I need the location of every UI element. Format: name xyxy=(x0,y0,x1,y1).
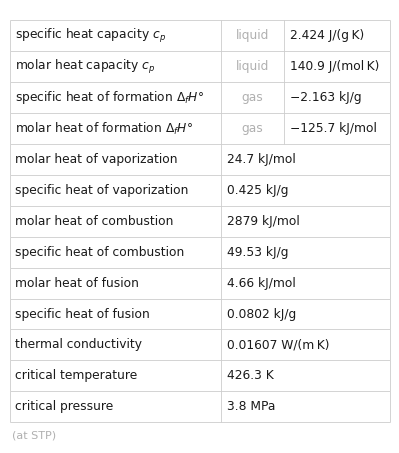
Text: molar heat of fusion: molar heat of fusion xyxy=(15,277,139,289)
Text: molar heat of combustion: molar heat of combustion xyxy=(15,215,174,228)
Text: 426.3 K: 426.3 K xyxy=(227,369,274,382)
Text: −2.163 kJ/g: −2.163 kJ/g xyxy=(290,91,361,104)
Text: critical temperature: critical temperature xyxy=(15,369,137,382)
Text: 4.66 kJ/mol: 4.66 kJ/mol xyxy=(227,277,296,289)
Text: −125.7 kJ/mol: −125.7 kJ/mol xyxy=(290,122,377,135)
Text: thermal conductivity: thermal conductivity xyxy=(15,338,142,352)
Text: liquid: liquid xyxy=(236,29,269,42)
Text: 140.9 J/(mol K): 140.9 J/(mol K) xyxy=(290,60,379,73)
Text: gas: gas xyxy=(241,122,263,135)
Text: 2879 kJ/mol: 2879 kJ/mol xyxy=(227,215,300,228)
Text: specific heat of fusion: specific heat of fusion xyxy=(15,308,150,321)
Text: 3.8 MPa: 3.8 MPa xyxy=(227,400,275,413)
Text: molar heat of formation $\Delta_f H°$: molar heat of formation $\Delta_f H°$ xyxy=(15,120,193,137)
Text: molar heat of vaporization: molar heat of vaporization xyxy=(15,153,178,166)
Text: specific heat of vaporization: specific heat of vaporization xyxy=(15,184,189,197)
Text: gas: gas xyxy=(241,91,263,104)
Text: specific heat capacity $c_p$: specific heat capacity $c_p$ xyxy=(15,27,166,45)
Text: molar heat capacity $c_p$: molar heat capacity $c_p$ xyxy=(15,58,155,76)
Text: specific heat of formation $\Delta_f H°$: specific heat of formation $\Delta_f H°$ xyxy=(15,89,204,106)
Text: 2.424 J/(g K): 2.424 J/(g K) xyxy=(290,29,364,42)
Text: (at STP): (at STP) xyxy=(12,430,56,440)
Text: 49.53 kJ/g: 49.53 kJ/g xyxy=(227,246,288,259)
Text: 0.01607 W/(m K): 0.01607 W/(m K) xyxy=(227,338,330,352)
Text: 0.0802 kJ/g: 0.0802 kJ/g xyxy=(227,308,296,321)
Text: 24.7 kJ/mol: 24.7 kJ/mol xyxy=(227,153,296,166)
Text: 0.425 kJ/g: 0.425 kJ/g xyxy=(227,184,288,197)
Text: liquid: liquid xyxy=(236,60,269,73)
Text: critical pressure: critical pressure xyxy=(15,400,113,413)
Text: specific heat of combustion: specific heat of combustion xyxy=(15,246,184,259)
